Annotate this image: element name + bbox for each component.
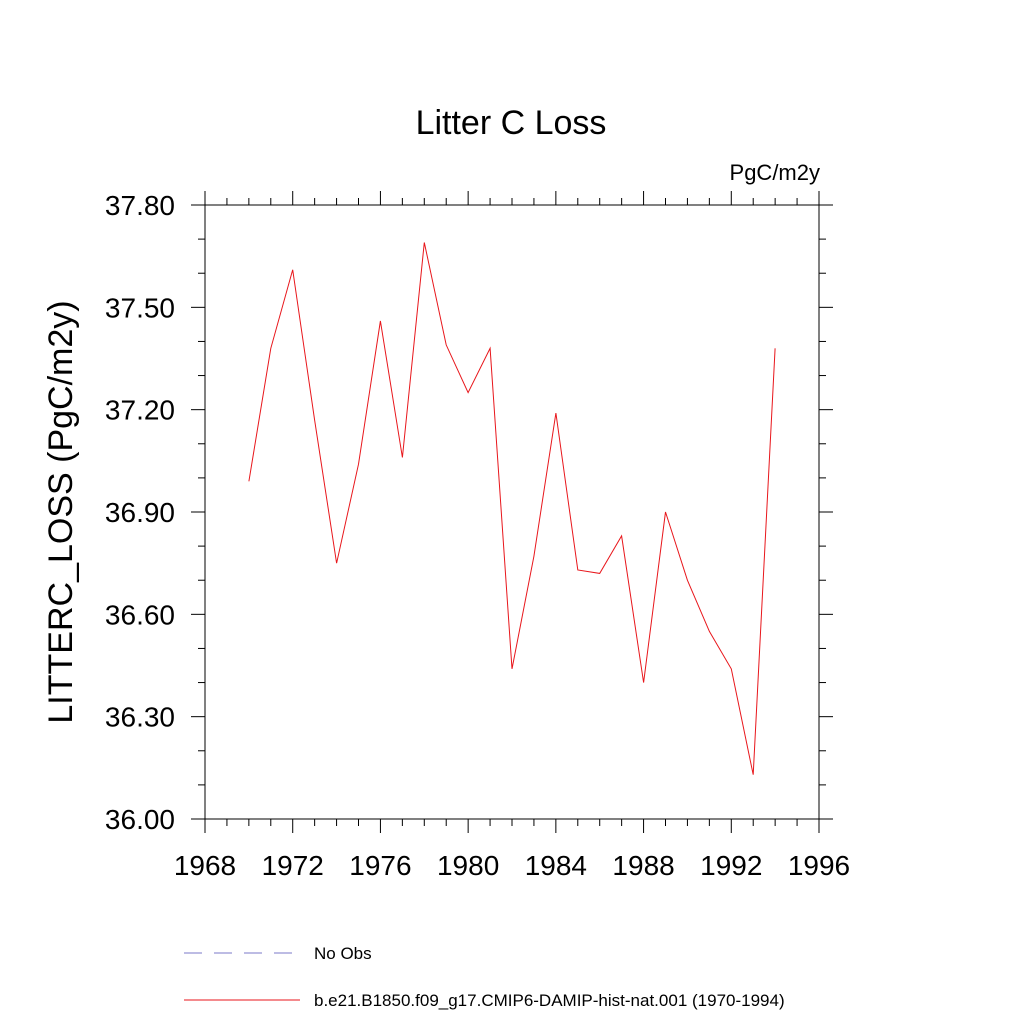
x-tick-labels: 1968 1972 1976 1980 1984 1988 1992 1996 [174, 850, 850, 881]
x-tick-label: 1972 [262, 850, 324, 881]
x-tick-label: 1996 [788, 850, 850, 881]
series-line [248, 242, 776, 775]
y-tick-label: 36.00 [105, 804, 175, 835]
x-tick-label: 1992 [700, 850, 762, 881]
x-tick-label: 1980 [437, 850, 499, 881]
y-tick-label: 36.60 [105, 599, 175, 630]
y-tick-label: 37.80 [105, 190, 175, 221]
y-tick-labels: 36.00 36.30 36.60 36.90 37.20 37.50 37.80 [105, 190, 175, 835]
y-tick-label: 36.30 [105, 702, 175, 733]
x-tick-label: 1976 [349, 850, 411, 881]
y-tick-label: 36.90 [105, 497, 175, 528]
legend-label-no-obs: No Obs [314, 944, 372, 963]
y-tick-label: 37.20 [105, 395, 175, 426]
x-tick-label: 1988 [612, 850, 674, 881]
x-tick-label: 1984 [525, 850, 587, 881]
legend-label-model-run: b.e21.B1850.f09_g17.CMIP6-DAMIP-hist-nat… [314, 991, 785, 1010]
axis-ticks [191, 191, 833, 833]
legend: No Obs b.e21.B1850.f09_g17.CMIP6-DAMIP-h… [184, 944, 785, 1010]
y-axis-label: LITTERC_LOSS (PgC/m2y) [42, 300, 80, 723]
y-tick-label: 37.50 [105, 292, 175, 323]
chart-title: Litter C Loss [416, 104, 607, 142]
x-tick-label: 1968 [174, 850, 236, 881]
units-label: PgC/m2y [730, 160, 820, 185]
